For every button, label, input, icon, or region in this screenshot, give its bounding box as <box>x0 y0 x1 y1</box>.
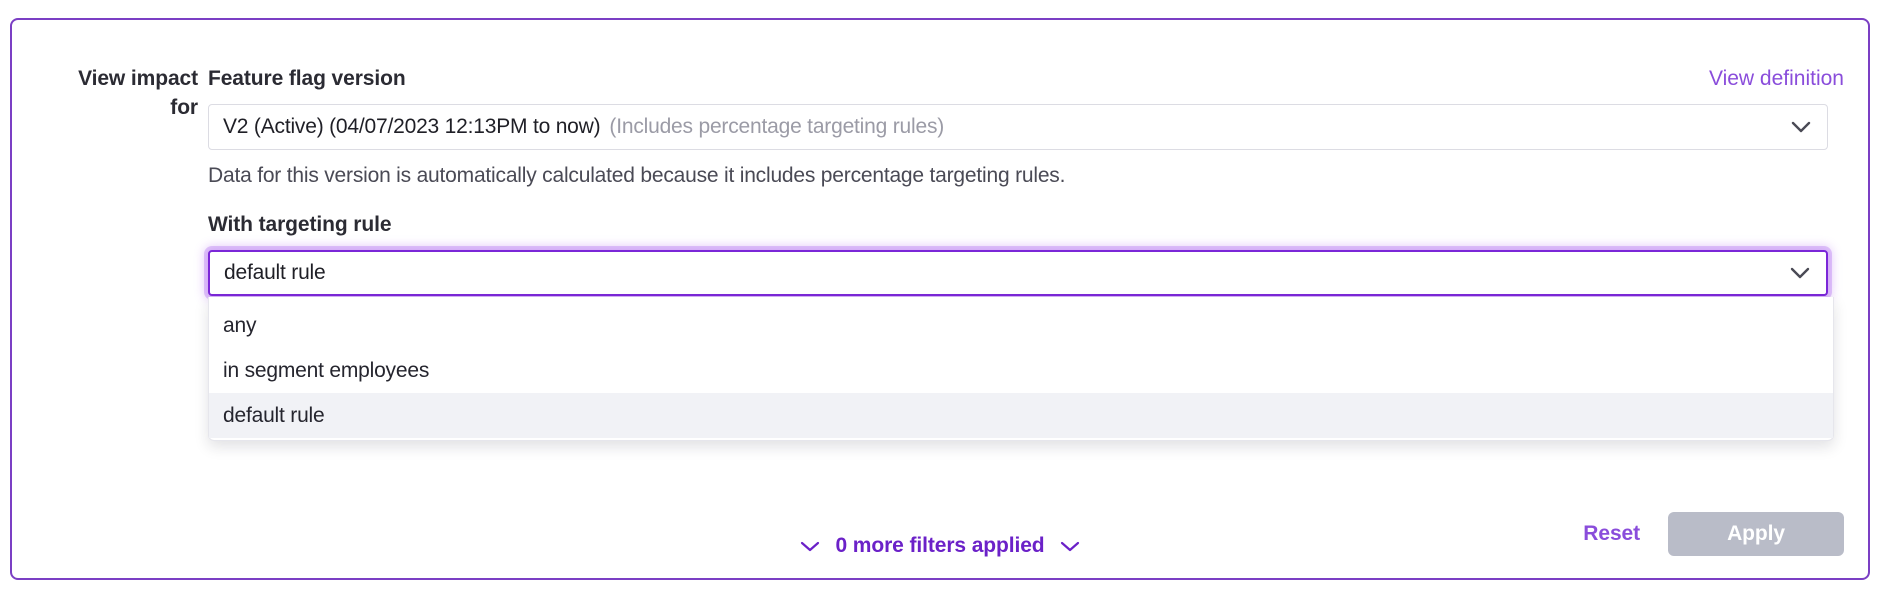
view-definition-link[interactable]: View definition <box>1708 67 1844 90</box>
dropdown-option-in-segment-employees[interactable]: in segment employees <box>209 348 1833 393</box>
targeting-rule-dropdown-menu: any in segment employees default rule <box>208 297 1834 441</box>
more-filters-label: 0 more filters applied <box>835 534 1045 557</box>
with-targeting-rule-label: With targeting rule <box>208 213 392 236</box>
filter-actions: Reset Apply <box>1573 512 1844 556</box>
chevron-down-icon <box>1791 121 1811 133</box>
chevron-down-icon <box>1790 267 1810 279</box>
chevron-down-icon <box>799 540 821 552</box>
dropdown-option-default-rule[interactable]: default rule <box>209 393 1833 438</box>
version-helper-text: Data for this version is automatically c… <box>208 164 1066 187</box>
feature-flag-version-select[interactable]: V2 (Active) (04/07/2023 12:13PM to now) … <box>208 104 1828 150</box>
targeting-rule-value: default rule <box>224 261 326 284</box>
feature-flag-version-hint: (Includes percentage targeting rules) <box>609 115 945 138</box>
dropdown-option-any[interactable]: any <box>209 303 1833 348</box>
chevron-down-icon <box>1059 540 1081 552</box>
feature-flag-version-value: V2 (Active) (04/07/2023 12:13PM to now) <box>223 115 601 138</box>
targeting-rule-select[interactable]: default rule <box>208 250 1828 296</box>
view-impact-filter-panel: View impact for View definition Feature … <box>10 18 1870 580</box>
reset-button[interactable]: Reset <box>1573 516 1650 552</box>
more-filters-toggle[interactable]: 0 more filters applied <box>22 532 1858 560</box>
more-filters-inner[interactable]: 0 more filters applied <box>787 534 1093 558</box>
filter-fields: Feature flag version V2 (Active) (04/07/… <box>208 64 1828 296</box>
apply-button[interactable]: Apply <box>1668 512 1844 556</box>
view-impact-for-label: View impact for <box>78 67 198 119</box>
feature-flag-version-label: Feature flag version <box>208 67 406 90</box>
